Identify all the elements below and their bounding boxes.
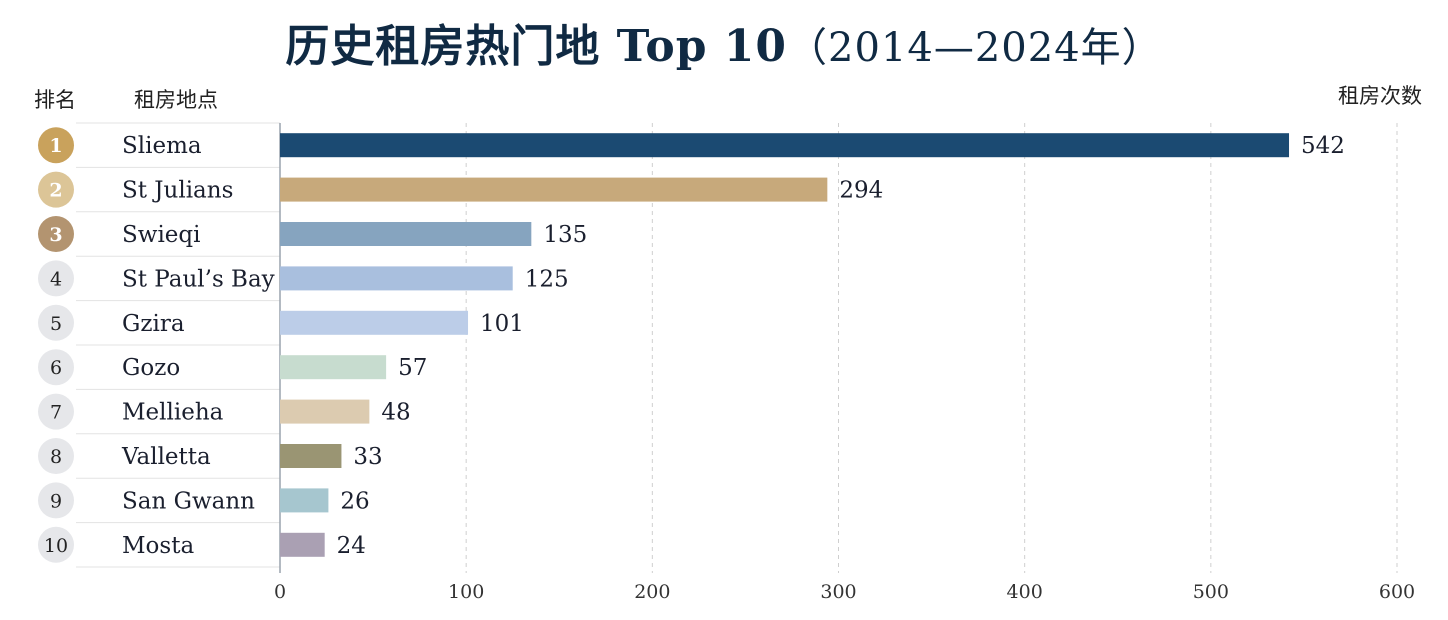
x-tick-label: 100 bbox=[448, 581, 484, 603]
rank-badge bbox=[38, 171, 74, 208]
rank-number: 6 bbox=[50, 357, 62, 379]
bar bbox=[280, 266, 513, 291]
value-label: 101 bbox=[480, 311, 524, 337]
x-tick-label: 300 bbox=[820, 581, 856, 603]
bar bbox=[280, 177, 828, 202]
rank-header: 排名 bbox=[34, 88, 76, 112]
rank-number: 4 bbox=[50, 268, 62, 290]
value-label: 542 bbox=[1301, 133, 1345, 159]
rank-badge bbox=[38, 393, 74, 430]
x-tick-label: 200 bbox=[634, 581, 670, 603]
x-tick-label: 600 bbox=[1379, 581, 1415, 603]
rank-number: 9 bbox=[50, 490, 62, 512]
rank-number: 1 bbox=[49, 135, 62, 157]
rank-number: 2 bbox=[49, 180, 62, 202]
location-label: Sliema bbox=[122, 133, 202, 159]
bar bbox=[280, 133, 1290, 158]
location-header: 租房地点 bbox=[134, 88, 218, 112]
bar bbox=[280, 399, 370, 424]
value-label: 294 bbox=[839, 178, 883, 204]
bar bbox=[280, 444, 342, 468]
value-label: 57 bbox=[398, 355, 427, 381]
x-tick-label: 400 bbox=[1007, 581, 1043, 603]
rank-badge bbox=[38, 260, 74, 297]
chart-title: 历史租房热门地 Top 10（2014—2024年） bbox=[0, 10, 1448, 74]
value-label: 135 bbox=[543, 222, 587, 248]
value-label: 26 bbox=[340, 488, 369, 514]
rank-number: 10 bbox=[44, 535, 68, 557]
rank-badge bbox=[38, 127, 74, 164]
bar bbox=[280, 488, 329, 513]
value-label: 125 bbox=[525, 266, 569, 292]
location-label: St Paul’s Bay bbox=[122, 266, 275, 292]
rank-badge bbox=[38, 216, 74, 252]
bar bbox=[280, 222, 532, 246]
location-label: Mosta bbox=[122, 533, 194, 559]
bar bbox=[280, 532, 325, 557]
location-label: Valletta bbox=[121, 444, 211, 470]
rank-badge bbox=[38, 482, 74, 519]
value-label: 24 bbox=[337, 533, 366, 559]
rank-badge bbox=[38, 349, 74, 386]
location-label: San Gwann bbox=[122, 488, 255, 514]
x-tick-label: 500 bbox=[1193, 581, 1229, 603]
rank-number: 7 bbox=[50, 402, 62, 424]
rank-badge bbox=[38, 526, 74, 563]
x-tick-label: 0 bbox=[274, 581, 286, 603]
bar bbox=[280, 355, 387, 380]
bar bbox=[280, 310, 469, 335]
location-label: Swieqi bbox=[122, 222, 201, 248]
value-label: 48 bbox=[381, 400, 410, 426]
title-main: 历史租房热门地 Top 10 bbox=[285, 21, 788, 72]
value-label: 33 bbox=[353, 444, 382, 470]
rank-badge bbox=[38, 438, 74, 474]
title-subtitle: （2014—2024年） bbox=[787, 25, 1163, 71]
count-header: 租房次数 bbox=[1338, 84, 1422, 108]
location-label: Gzira bbox=[122, 311, 185, 337]
rank-number: 3 bbox=[49, 224, 62, 246]
location-label: St Julians bbox=[122, 178, 233, 204]
location-label: Gozo bbox=[122, 355, 180, 381]
location-label: Mellieha bbox=[122, 400, 224, 426]
rank-number: 8 bbox=[50, 446, 62, 468]
rank-badge bbox=[38, 304, 74, 341]
rank-number: 5 bbox=[50, 313, 62, 335]
